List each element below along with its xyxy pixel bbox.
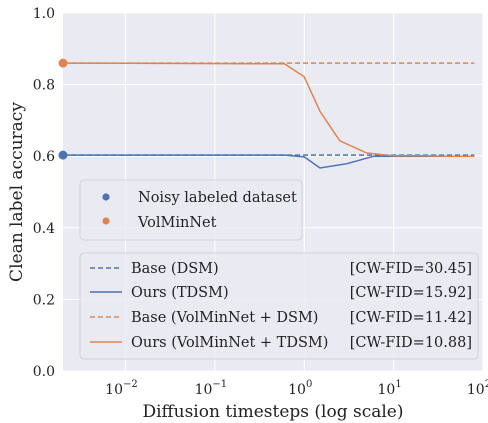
y-axis-label: Clean label accuracy	[7, 102, 27, 282]
legend-lines-frame	[79, 252, 479, 360]
legend-fid-base-dsm: [CW-FID=30.45]	[350, 261, 472, 277]
y-tick-label: 0.0	[33, 364, 55, 380]
legend-label-ours-volminnet-tdsm: Ours (VolMinNet + TDSM)	[131, 335, 328, 351]
x-tick-label: 10−2	[105, 379, 138, 398]
legend-marker-noisy	[102, 193, 110, 201]
legend-fid-ours-volminnet-tdsm: [CW-FID=10.88]	[350, 335, 472, 351]
x-tick-label: 102	[467, 379, 488, 398]
data-point-0	[58, 150, 68, 160]
ticks-layer: 0.0 0.2 0.4 0.6 0.8 1.0 10−2 10−1 100 101 102	[33, 6, 488, 398]
x-axis-label: Diffusion timesteps (log scale)	[142, 402, 403, 422]
legend-fid-base-volminnet-dsm: [CW-FID=11.42]	[350, 310, 472, 326]
points-layer	[58, 58, 68, 160]
legend-label-base-dsm: Base (DSM)	[131, 261, 219, 277]
series-layer	[62, 62, 475, 169]
legend-label-volminnet: VolMinNet	[137, 215, 217, 231]
legend-label-noisy: Noisy labeled dataset	[138, 190, 297, 206]
legend-label-base-volminnet-dsm: Base (VolMinNet + DSM)	[131, 310, 318, 326]
y-tick-label: 0.8	[33, 78, 55, 94]
series-line-3	[62, 62, 475, 157]
y-tick-label: 0.6	[33, 149, 55, 165]
x-tick-label: 10−1	[195, 379, 228, 398]
legend-fid-ours-tdsm: [CW-FID=15.92]	[350, 285, 472, 301]
legend-marker-volminnet	[102, 217, 110, 225]
legend-lines: Base (DSM) [CW-FID=30.45] Ours (TDSM) [C…	[79, 252, 479, 360]
data-point-1	[58, 58, 68, 68]
x-tick-label: 100	[288, 379, 312, 398]
legend-label-ours-tdsm: Ours (TDSM)	[131, 285, 229, 301]
y-tick-label: 0.4	[33, 221, 55, 237]
legend-points: Noisy labeled dataset VolMinNet	[79, 179, 303, 241]
y-tick-label: 0.2	[33, 292, 55, 308]
legend-points-frame	[79, 179, 303, 241]
y-tick-label: 1.0	[33, 6, 55, 22]
x-tick-label: 101	[378, 379, 402, 398]
